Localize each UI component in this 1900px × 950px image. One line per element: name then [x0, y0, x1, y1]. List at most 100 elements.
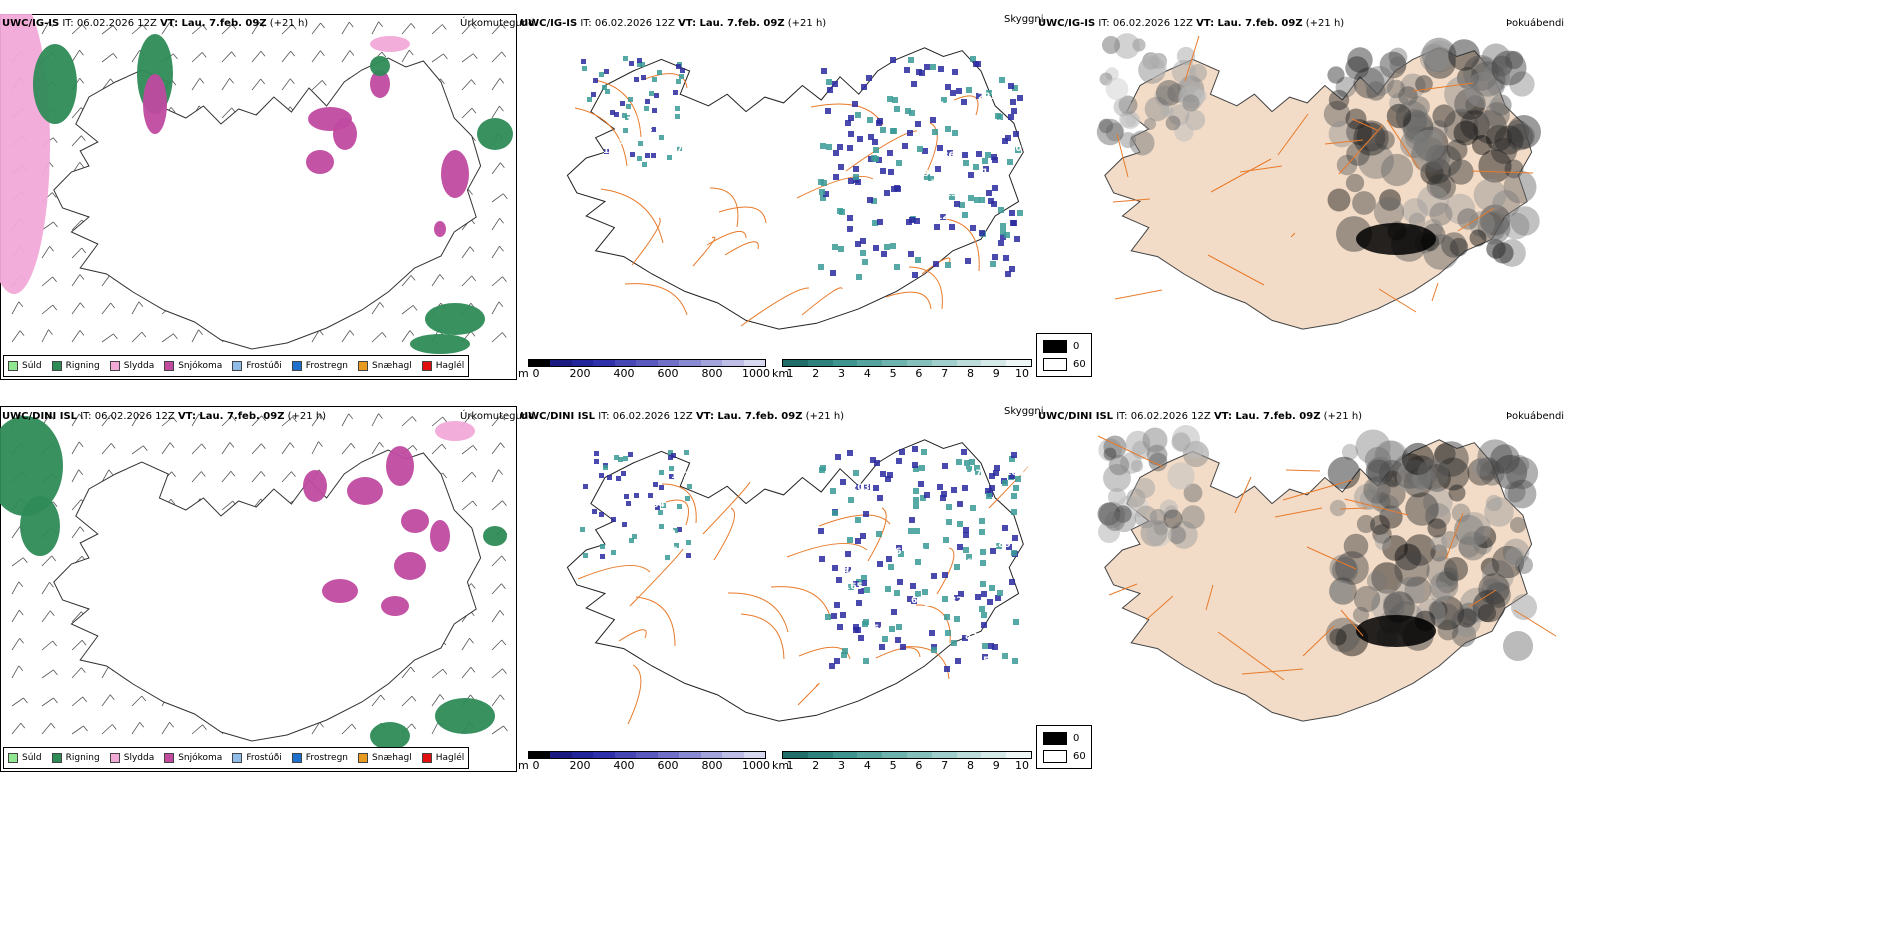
visibility-cell — [881, 251, 887, 257]
wind-barb — [11, 301, 24, 315]
visibility-cell — [632, 534, 637, 539]
fog-cell — [1181, 505, 1205, 529]
visibility-cell — [946, 504, 952, 510]
fog-cell — [1404, 125, 1430, 151]
fog-cell — [1451, 503, 1471, 523]
wind-barb — [431, 53, 448, 63]
visibility-cell — [931, 573, 937, 579]
visibility-cell — [929, 630, 935, 636]
fog-cell — [1463, 55, 1499, 91]
road — [1097, 435, 1164, 468]
visibility-cell — [912, 446, 918, 452]
road — [1344, 498, 1409, 516]
fog-cell — [1371, 562, 1403, 594]
snow-depth-label: 140 — [913, 103, 932, 113]
visibility-cell — [648, 493, 653, 498]
fog-cell — [1421, 37, 1457, 73]
legend-item: Frostregn — [291, 753, 348, 763]
visibility-cell — [986, 90, 992, 96]
visibility-cell — [923, 543, 929, 549]
visibility-cell — [998, 207, 1004, 213]
road — [1431, 282, 1439, 302]
fog-cell — [1355, 429, 1391, 465]
snow-depth-label: 148 — [603, 146, 622, 156]
wind-barb — [101, 724, 117, 735]
legend-label: Frostregn — [305, 361, 349, 371]
visibility-cell — [945, 84, 951, 90]
visibility-cell — [659, 135, 664, 140]
snow-depth-panel-row2: 164 101 182 249 266 57 54 64 72 66 61 165 109 83 61 125… — [518, 406, 1035, 742]
wind-barb — [371, 21, 383, 35]
visibility-cell — [685, 496, 690, 501]
fog-cell — [1402, 113, 1434, 145]
visibility-cell — [637, 156, 642, 161]
snow-depth-label: 64 — [873, 624, 886, 634]
visibility-cell — [867, 197, 873, 203]
fog-cell — [1429, 581, 1451, 603]
visibility-cell — [818, 528, 824, 534]
fog-cell — [1453, 120, 1479, 146]
road — [1513, 609, 1556, 637]
precip-type-legend-row1: Súld Rigning Slydda Snjókoma Frostúði Frostre… — [3, 355, 470, 377]
wind-barb — [71, 640, 87, 651]
fog-cell — [1492, 454, 1528, 490]
visibility-cell — [910, 583, 916, 589]
road — [953, 95, 979, 116]
fog-index-legend-row1: 0 60 — [1036, 333, 1092, 377]
fog-cell — [1430, 174, 1456, 200]
visibility-cell — [890, 128, 896, 134]
wind-barb — [281, 24, 297, 35]
visibility-cell — [848, 178, 854, 184]
wind-barb — [41, 246, 54, 259]
legend-label: Snæhagl — [372, 361, 412, 371]
precip-area — [425, 303, 485, 335]
snow-depth-label: 164 — [646, 500, 665, 510]
colorbar-tick-label: 0 — [532, 367, 540, 380]
visibility-cell — [686, 540, 691, 545]
wind-barb — [11, 581, 24, 595]
valid-time: VT: Lau. 7.feb. 09Z — [695, 411, 803, 422]
colorbar-tick-label: 1 — [786, 367, 794, 380]
fog-cell — [1413, 126, 1449, 162]
visibility-cell — [970, 505, 976, 511]
visibility-cell — [1011, 493, 1017, 499]
legend-min-label: 0 — [1073, 341, 1080, 352]
fog-cell — [1411, 137, 1447, 173]
visibility-cell — [1009, 210, 1015, 216]
visibility-cell — [1012, 535, 1018, 541]
road — [845, 130, 918, 172]
fog-cell — [1400, 73, 1426, 99]
fog-cell — [1142, 427, 1168, 453]
road — [727, 592, 789, 633]
fog-cell — [1434, 443, 1456, 465]
road — [797, 682, 820, 706]
legend-item: Snjókoma — [164, 361, 222, 371]
legend-swatch — [8, 361, 18, 371]
visibility-cell — [858, 635, 864, 641]
road — [1274, 507, 1323, 518]
visibility-cell — [980, 560, 986, 566]
visibility-cell — [820, 143, 826, 149]
wind-barb — [371, 332, 387, 343]
fog-cell — [1426, 173, 1452, 199]
road — [574, 107, 628, 167]
wind-barb — [131, 445, 148, 455]
visibility-cell — [997, 590, 1003, 596]
visibility-cell — [847, 215, 853, 221]
wind-barb — [491, 442, 505, 455]
snow-depth-panel-row1: 143 97 98 148 146 223 76 60 124 133 126 108 119 123 19… — [518, 14, 1035, 350]
visibility-cell — [914, 528, 920, 534]
wind-barb — [281, 442, 295, 455]
precip-type-map — [0, 14, 513, 354]
wind-barb — [491, 51, 507, 63]
fog-cell — [1114, 33, 1140, 59]
wind-barb — [401, 330, 415, 343]
wind-barb — [131, 301, 144, 315]
panel-header-row2-snow: UWC/DINI ISL IT: 06.02.2026 12Z VT: Lau.… — [520, 411, 844, 422]
fog-cell — [1485, 494, 1503, 512]
fog-cell — [1435, 603, 1459, 627]
fog-cell — [1502, 212, 1530, 240]
snow-depth-label: 223 — [978, 92, 997, 102]
snow-depth-label: 203 — [851, 483, 870, 493]
colorbar-tick-label: 7 — [941, 367, 949, 380]
